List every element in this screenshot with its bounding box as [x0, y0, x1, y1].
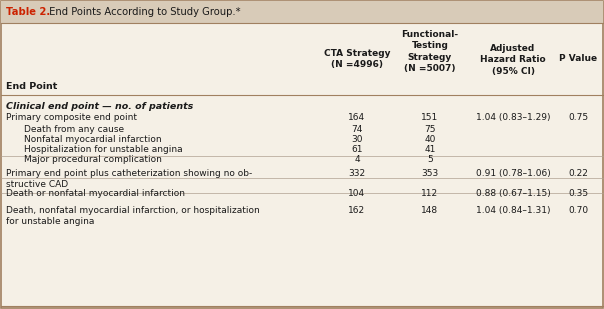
Text: 353: 353	[422, 169, 439, 178]
Text: 0.35: 0.35	[568, 189, 588, 198]
Text: 332: 332	[349, 169, 365, 178]
Text: Hospitalization for unstable angina: Hospitalization for unstable angina	[24, 145, 182, 154]
Text: 104: 104	[349, 189, 365, 198]
Text: End Points According to Study Group.*: End Points According to Study Group.*	[46, 7, 240, 17]
Text: 75: 75	[424, 125, 435, 134]
Text: 30: 30	[352, 135, 363, 144]
Text: CTA Strategy
(N =4996): CTA Strategy (N =4996)	[324, 49, 390, 70]
Text: Table 2.: Table 2.	[6, 7, 50, 17]
Text: Clinical end point — no. of patients: Clinical end point — no. of patients	[6, 102, 193, 111]
Text: Major procedural complication: Major procedural complication	[24, 155, 162, 164]
Text: Nonfatal myocardial infarction: Nonfatal myocardial infarction	[24, 135, 162, 144]
Text: P Value: P Value	[559, 54, 597, 63]
Text: Primary composite end point: Primary composite end point	[6, 113, 137, 122]
Text: Death, nonfatal myocardial infarction, or hospitalization
for unstable angina: Death, nonfatal myocardial infarction, o…	[6, 206, 260, 226]
Bar	[1, 1, 603, 23]
Text: 5: 5	[427, 155, 433, 164]
Text: Death from any cause: Death from any cause	[24, 125, 124, 134]
Text: 4: 4	[354, 155, 360, 164]
Text: 0.75: 0.75	[568, 113, 588, 122]
Text: 61: 61	[352, 145, 363, 154]
Text: 74: 74	[352, 125, 362, 134]
Text: 112: 112	[422, 189, 439, 198]
Text: 151: 151	[422, 113, 439, 122]
Text: 148: 148	[422, 206, 439, 215]
Text: End Point: End Point	[6, 82, 57, 91]
Text: 1.04 (0.84–1.31): 1.04 (0.84–1.31)	[476, 206, 550, 215]
Text: 41: 41	[425, 145, 435, 154]
Text: 162: 162	[349, 206, 365, 215]
Text: 0.22: 0.22	[568, 169, 588, 178]
Text: Death or nonfatal myocardial infarction: Death or nonfatal myocardial infarction	[6, 189, 185, 198]
Text: 1.04 (0.83–1.29): 1.04 (0.83–1.29)	[476, 113, 550, 122]
Text: 0.88 (0.67–1.15): 0.88 (0.67–1.15)	[475, 189, 550, 198]
Text: Functional-
Testing
Strategy
(N =5007): Functional- Testing Strategy (N =5007)	[402, 30, 458, 73]
Text: Primary end point plus catheterization showing no ob-
structive CAD: Primary end point plus catheterization s…	[6, 169, 252, 189]
Text: 0.70: 0.70	[568, 206, 588, 215]
Text: Adjusted
Hazard Ratio
(95% CI): Adjusted Hazard Ratio (95% CI)	[480, 44, 546, 76]
Text: 164: 164	[349, 113, 365, 122]
Text: 0.91 (0.78–1.06): 0.91 (0.78–1.06)	[475, 169, 550, 178]
Text: 40: 40	[425, 135, 435, 144]
